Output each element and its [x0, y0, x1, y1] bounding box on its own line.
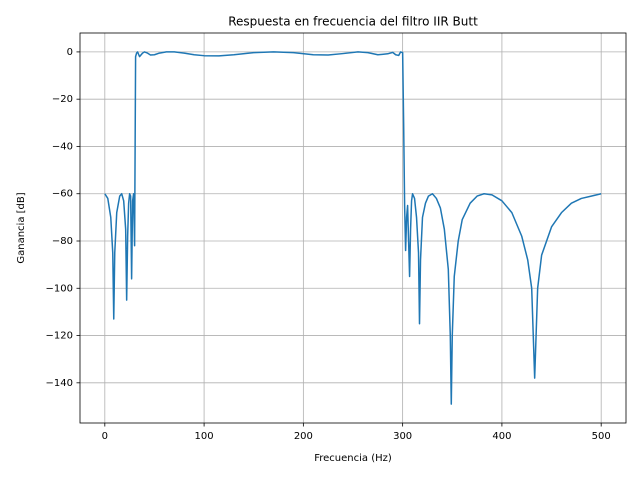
x-axis-label: Frecuencia (Hz)	[314, 453, 392, 464]
y-tick-label: −80	[52, 236, 73, 247]
y-axis-label: Ganancia [dB]	[16, 192, 27, 263]
y-tick-label: −20	[52, 94, 73, 105]
data-line	[104, 51, 602, 405]
y-tick-label: −40	[52, 141, 73, 152]
y-tick-label: −100	[46, 283, 73, 294]
plot-area	[80, 33, 626, 423]
y-tick-label: −120	[46, 331, 73, 342]
x-tick-label: 500	[592, 431, 611, 442]
chart-title: Respuesta en frecuencia del filtro IIR B…	[228, 15, 478, 29]
x-tick-label: 400	[492, 431, 511, 442]
y-tick-label: −60	[52, 189, 73, 200]
y-tick-label: 0	[67, 47, 73, 58]
x-tick-label: 300	[393, 431, 412, 442]
x-tick-label: 0	[102, 431, 108, 442]
x-tick-label: 100	[195, 431, 214, 442]
y-tick-label: −140	[46, 378, 73, 389]
x-tick-label: 200	[294, 431, 313, 442]
axes-frame	[79, 32, 627, 424]
